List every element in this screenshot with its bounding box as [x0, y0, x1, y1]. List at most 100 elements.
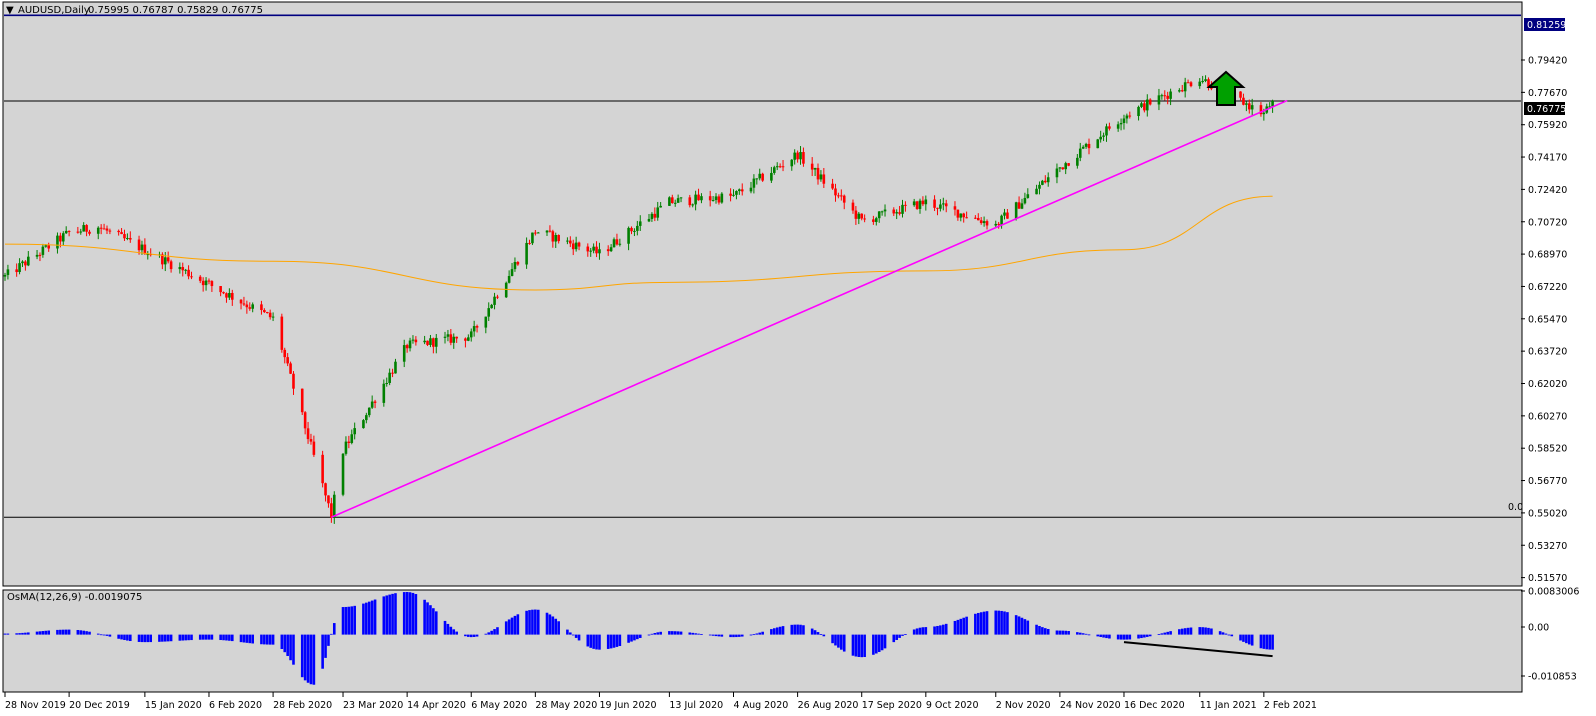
osma-bar [1166, 631, 1169, 635]
candle [367, 407, 371, 418]
candle [350, 429, 354, 445]
osma-bar [676, 631, 680, 635]
moving-average-line[interactable] [4, 195, 1273, 291]
candle-body [388, 372, 391, 383]
osma-bar [854, 634, 858, 657]
osma-bar [163, 634, 167, 642]
candle [918, 198, 922, 214]
candle-body [959, 213, 963, 218]
osma-bar [650, 633, 654, 635]
candle [300, 388, 304, 415]
candle-body [586, 246, 590, 252]
candle-body [1166, 95, 1169, 99]
osma-bar [545, 612, 549, 635]
osma-bar [551, 616, 555, 635]
osma-bar [1055, 630, 1059, 635]
osma-bar [904, 633, 907, 635]
candle-body [123, 234, 126, 239]
candle [545, 230, 549, 236]
candle-body [650, 213, 654, 219]
candle [877, 211, 881, 223]
candle [18, 258, 21, 275]
candle-body [1026, 194, 1030, 198]
x-tick-label: 17 Sep 2020 [862, 700, 922, 711]
candle-body [898, 212, 901, 214]
osma-bar [289, 634, 292, 661]
x-tick-label: 16 Dec 2020 [1124, 700, 1185, 711]
candle [921, 196, 925, 207]
resistance-price-label: 0.81259 [1527, 20, 1566, 31]
osma-bar [1014, 615, 1018, 635]
candle-body [1000, 215, 1003, 225]
up-arrow-icon[interactable] [1206, 70, 1246, 106]
candle [738, 188, 741, 195]
osma-bar [15, 633, 18, 635]
level-zero-label: 0.0 [1508, 502, 1523, 513]
osma-bar [1227, 634, 1231, 636]
candle [1035, 184, 1038, 195]
osma-bar [117, 634, 120, 639]
osma-bar [1003, 611, 1006, 635]
y-tick-label: 0.68970 [1528, 250, 1567, 261]
candle [426, 340, 429, 347]
candle-body [411, 339, 415, 341]
candle-body [434, 337, 438, 347]
candle-body [1064, 163, 1067, 170]
candle [1026, 188, 1030, 199]
candle [1245, 101, 1248, 112]
candle-body [423, 340, 426, 343]
candle [432, 337, 435, 354]
candle [802, 147, 805, 167]
candle [679, 197, 683, 203]
candle [898, 205, 901, 216]
osma-bar [874, 634, 878, 654]
osma-bar [1105, 634, 1108, 639]
candle [1108, 122, 1111, 131]
osma-bar [271, 634, 275, 645]
osma-pane[interactable] [2, 589, 1523, 693]
osma-bar [1230, 634, 1234, 637]
osma-bar [309, 634, 313, 685]
candle [283, 347, 287, 364]
candle-body [840, 195, 843, 197]
osma-bar [1064, 630, 1067, 635]
osma-bar [566, 629, 569, 635]
candle [994, 220, 998, 228]
candle-body [324, 483, 327, 496]
candle [525, 237, 528, 269]
collapse-triangle-icon[interactable]: ▼ [6, 5, 14, 16]
candle-body [513, 262, 517, 270]
candle-body [1058, 167, 1062, 169]
candle-body [953, 206, 957, 210]
candle-body [679, 197, 683, 199]
price-pane[interactable] [2, 1, 1523, 587]
osma-bar [612, 634, 616, 648]
candle-body [41, 246, 45, 255]
osma-bar [1006, 612, 1009, 635]
candle-body [1076, 157, 1079, 166]
candle-body [309, 439, 313, 442]
candle-body [895, 212, 898, 214]
candle-body [166, 257, 170, 262]
candle [819, 170, 823, 182]
candle-body [711, 200, 715, 202]
candle [618, 238, 622, 247]
divergence-line[interactable] [1123, 641, 1273, 658]
candle [1014, 201, 1018, 221]
candle [47, 242, 51, 252]
candle-body [834, 188, 837, 196]
osma-bar [1271, 634, 1274, 650]
osma-bar [464, 634, 467, 637]
osma-bar [831, 634, 834, 644]
candle-body [939, 204, 942, 209]
candle-body [627, 227, 630, 244]
osma-bar [434, 611, 438, 635]
candle-body [1084, 143, 1088, 147]
candle [694, 190, 697, 211]
trendline[interactable] [331, 99, 1288, 519]
osma-bar [1160, 633, 1164, 635]
osma-bar [222, 634, 225, 641]
candle [1148, 98, 1152, 106]
osma-bar [863, 634, 866, 658]
